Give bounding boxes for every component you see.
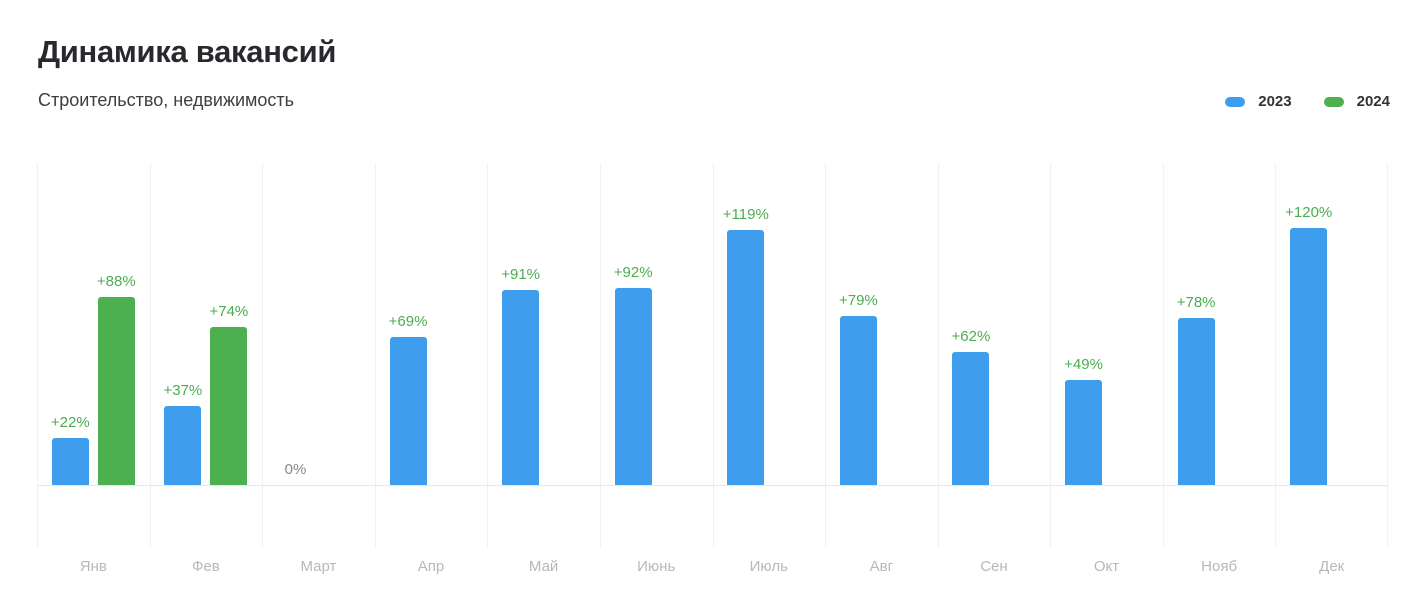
bar-2023-nov[interactable] — [1177, 318, 1215, 485]
bar-2023-feb[interactable] — [164, 406, 202, 485]
value-label-2023-jan: +22% — [50, 414, 90, 431]
gridline — [487, 163, 488, 548]
bar-2023-oct[interactable] — [1065, 380, 1103, 485]
value-label-2024-feb: +74% — [209, 303, 249, 320]
axis-label-aug: Авг — [869, 558, 894, 575]
chart-legend: 2023 2024 — [1225, 93, 1390, 110]
gridline — [825, 163, 826, 548]
bar-2023-jan[interactable] — [51, 438, 89, 485]
gridline — [1275, 163, 1276, 548]
axis-label-mar: Март — [300, 558, 337, 575]
value-label-2023-dec: +120% — [1285, 204, 1333, 221]
page-title: Динамика вакансий — [38, 34, 337, 69]
value-label-2023-sep: +62% — [951, 328, 991, 345]
value-label-2024-jan: +88% — [96, 273, 136, 290]
gridline — [375, 163, 376, 548]
gridline — [600, 163, 601, 548]
value-label-2023-oct: +49% — [1064, 356, 1103, 373]
value-label-2023-nov: +78% — [1176, 294, 1216, 311]
axis-label-dec: Дек — [1319, 558, 1345, 575]
bar-chart-plot-area: +22% +88% +37% +74% 0% +69% +91% +92% +119% +79% +… — [37, 163, 1388, 548]
gridline — [713, 163, 714, 548]
value-label-2023-feb: +37% — [163, 382, 203, 399]
legend-label: 2024 — [1356, 93, 1390, 110]
value-label-2023-jun: +92% — [613, 264, 653, 281]
zero-baseline — [37, 485, 1388, 486]
bar-2023-apr[interactable] — [389, 337, 427, 485]
bar-2023-aug[interactable] — [839, 316, 877, 485]
chart-subtitle: Строительство, недвижимость — [38, 90, 295, 110]
gridline — [262, 163, 263, 548]
axis-label-sep: Сен — [980, 558, 1008, 575]
bar-2023-dec[interactable] — [1290, 228, 1328, 485]
axis-label-jan: Янв — [79, 558, 107, 575]
value-label-2023-mar: 0% — [284, 461, 307, 478]
gridline — [1387, 163, 1388, 548]
value-label-2023-apr: +69% — [388, 313, 428, 330]
axis-label-nov: Нояб — [1201, 558, 1238, 575]
bar-2023-jul[interactable] — [727, 230, 765, 485]
gridline — [1050, 163, 1051, 548]
value-label-2023-aug: +79% — [838, 292, 878, 309]
legend-swatch-2023 — [1225, 96, 1246, 107]
gridline — [150, 163, 151, 548]
bar-2023-may[interactable] — [502, 290, 540, 485]
bar-2024-feb[interactable] — [210, 327, 248, 485]
bar-2023-sep[interactable] — [952, 352, 990, 485]
bar-2023-jun[interactable] — [614, 288, 652, 485]
legend-item-2024[interactable]: 2024 — [1323, 93, 1390, 110]
bar-2024-jan[interactable] — [97, 297, 135, 485]
axis-label-may: Май — [528, 558, 559, 575]
gridline — [37, 163, 38, 548]
axis-label-apr: Апр — [417, 558, 445, 575]
axis-label-jul: Июль — [749, 558, 788, 575]
gridline — [1163, 163, 1164, 548]
legend-label: 2023 — [1258, 93, 1292, 110]
gridline — [938, 163, 939, 548]
legend-swatch-2024 — [1323, 96, 1344, 107]
legend-item-2023[interactable]: 2023 — [1225, 93, 1292, 110]
axis-label-jun: Июнь — [637, 558, 676, 575]
value-label-2023-jul: +119% — [722, 206, 769, 223]
value-label-2023-may: +91% — [501, 266, 541, 283]
axis-label-feb: Фев — [192, 558, 220, 575]
axis-label-oct: Окт — [1093, 558, 1120, 575]
